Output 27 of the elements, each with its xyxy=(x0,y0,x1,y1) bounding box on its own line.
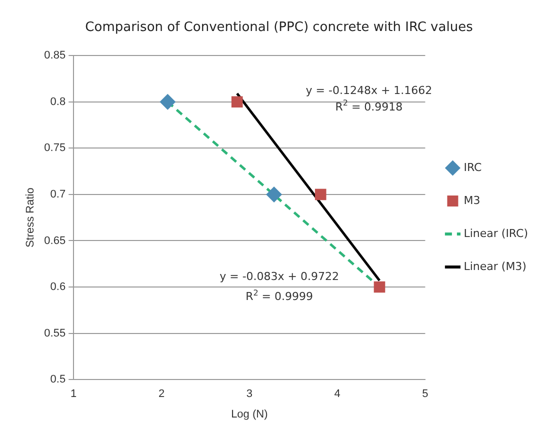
point xyxy=(231,96,243,108)
annotation: y = -0.083x + 0.9722 xyxy=(220,270,339,283)
chart-title: Comparison of Conventional (PPC) concrete with IRC values xyxy=(85,20,474,36)
point xyxy=(160,94,176,110)
x-tick-label: 2 xyxy=(158,388,165,400)
x-tick-label: 4 xyxy=(334,388,340,400)
y-tick-label: 0.8 xyxy=(50,96,66,108)
y-tick-label: 0.6 xyxy=(50,281,66,294)
x-tick-label: 1 xyxy=(70,388,77,400)
y-tick-label: 0.5 xyxy=(50,374,66,386)
y-tick-label: 0.75 xyxy=(44,142,66,154)
point xyxy=(266,186,282,202)
y-axis-title: Stress Ratio xyxy=(24,188,37,248)
x-axis-title: Log (N) xyxy=(231,408,268,420)
x-tick-label: 3 xyxy=(246,388,252,400)
y-tick-label: 0.65 xyxy=(44,234,66,247)
annotation: y = -0.1248x + 1.1662 xyxy=(306,84,432,98)
x-tick-label: 5 xyxy=(422,388,428,400)
y-tick-label: 0.85 xyxy=(44,50,66,62)
legend-label: Linear (M3) xyxy=(464,260,526,273)
y-tick-label: 0.7 xyxy=(50,188,66,200)
legend-label: IRC xyxy=(464,160,482,174)
y-tick-label: 0.55 xyxy=(44,327,66,340)
legend-label: Linear (IRC) xyxy=(464,226,528,240)
legend-label: M3 xyxy=(464,194,480,207)
point xyxy=(374,281,386,293)
point xyxy=(314,188,326,200)
